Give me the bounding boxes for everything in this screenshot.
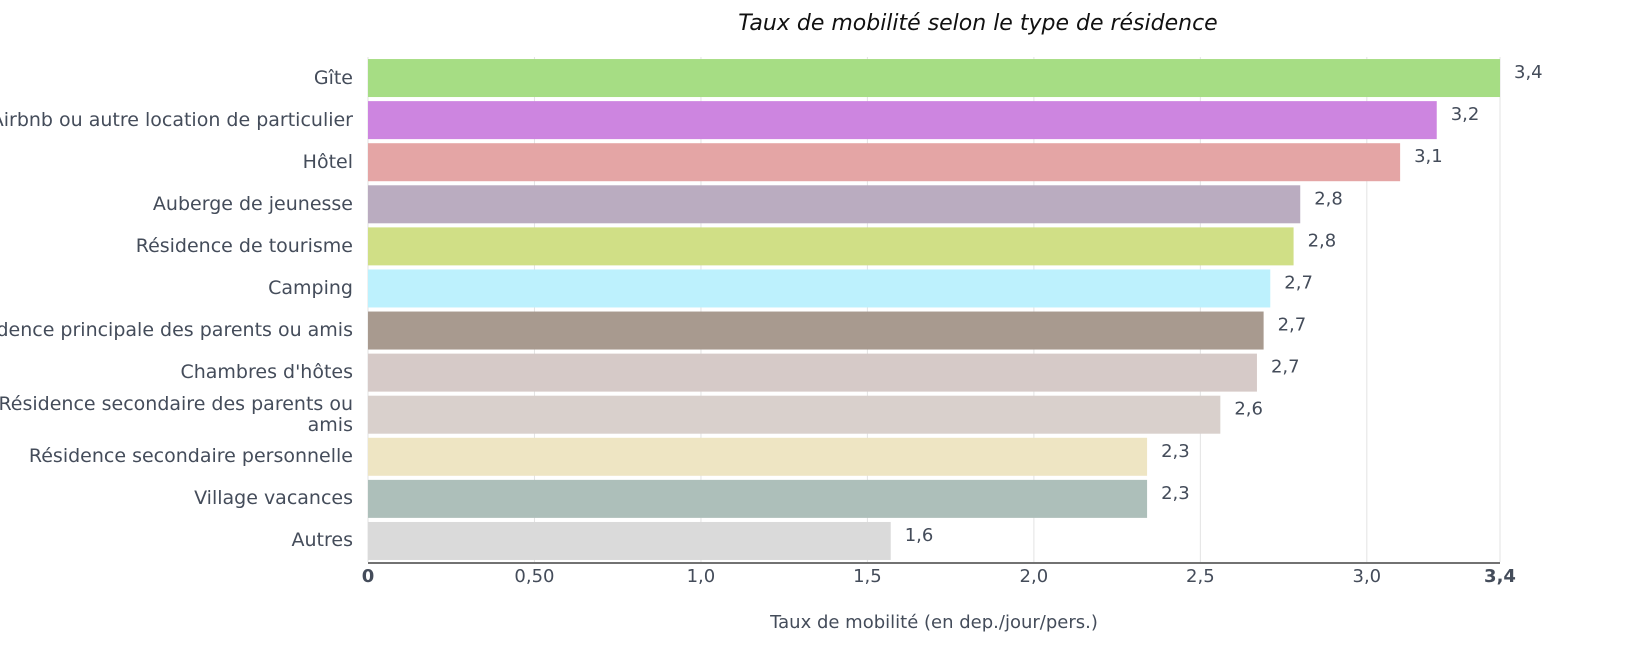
value-label: 2,7 xyxy=(1278,315,1307,336)
x-tick-label: 0,50 xyxy=(514,566,554,587)
bar xyxy=(368,353,1257,392)
bar xyxy=(368,269,1271,308)
bar xyxy=(368,311,1264,350)
x-tick-label: 2,0 xyxy=(1020,566,1049,587)
y-tick-label: Village vacances xyxy=(194,487,353,510)
y-tick-label: Résidence secondaire des parents ou amis xyxy=(0,392,353,436)
y-tick-label: Chambres d'hôtes xyxy=(180,361,353,384)
y-tick-label: Camping xyxy=(268,276,353,299)
y-tick-label: Résidence secondaire personnelle xyxy=(28,445,353,468)
bar xyxy=(368,101,1437,140)
value-label: 3,1 xyxy=(1414,146,1443,167)
bar xyxy=(368,437,1148,476)
value-label: 2,3 xyxy=(1161,483,1190,504)
bar xyxy=(368,185,1301,224)
value-label: 2,8 xyxy=(1308,230,1337,251)
x-tick-label: 2,5 xyxy=(1186,566,1215,587)
value-label: 2,7 xyxy=(1284,272,1313,293)
y-tick-label: Autres xyxy=(291,529,353,552)
bar xyxy=(368,59,1500,98)
bar xyxy=(368,479,1148,518)
y-tick-label: Résidence de tourisme xyxy=(135,234,353,257)
value-label: 2,3 xyxy=(1161,441,1190,462)
x-tick-label: 3,4 xyxy=(1484,566,1516,587)
value-label: 2,8 xyxy=(1314,188,1343,209)
y-tick-label: Hôtel xyxy=(302,150,353,173)
bar xyxy=(368,521,891,560)
chart-title: Taux de mobilité selon le type de réside… xyxy=(738,11,1217,36)
x-tick-label: 1,5 xyxy=(853,566,882,587)
bar xyxy=(368,227,1294,266)
y-tick-label: Gîte xyxy=(313,66,353,89)
value-label: 2,6 xyxy=(1234,399,1263,420)
value-label: 3,2 xyxy=(1451,104,1480,125)
bar xyxy=(368,395,1221,434)
value-label: 1,6 xyxy=(905,525,934,546)
y-tick-label: Auberge de jeunesse xyxy=(152,192,353,215)
y-tick-label: Airbnb ou autre location de particulier xyxy=(0,108,353,131)
x-tick-label: 3,0 xyxy=(1353,566,1382,587)
x-tick-label: 0 xyxy=(362,566,375,587)
bar xyxy=(368,143,1401,182)
y-tick-label: Résidence principale des parents ou amis xyxy=(0,319,353,342)
value-label: 3,4 xyxy=(1514,62,1543,83)
x-axis-title: Taux de mobilité (en dep./jour/pers.) xyxy=(769,612,1098,633)
value-label: 2,7 xyxy=(1271,357,1300,378)
x-tick-label: 1,0 xyxy=(687,566,716,587)
